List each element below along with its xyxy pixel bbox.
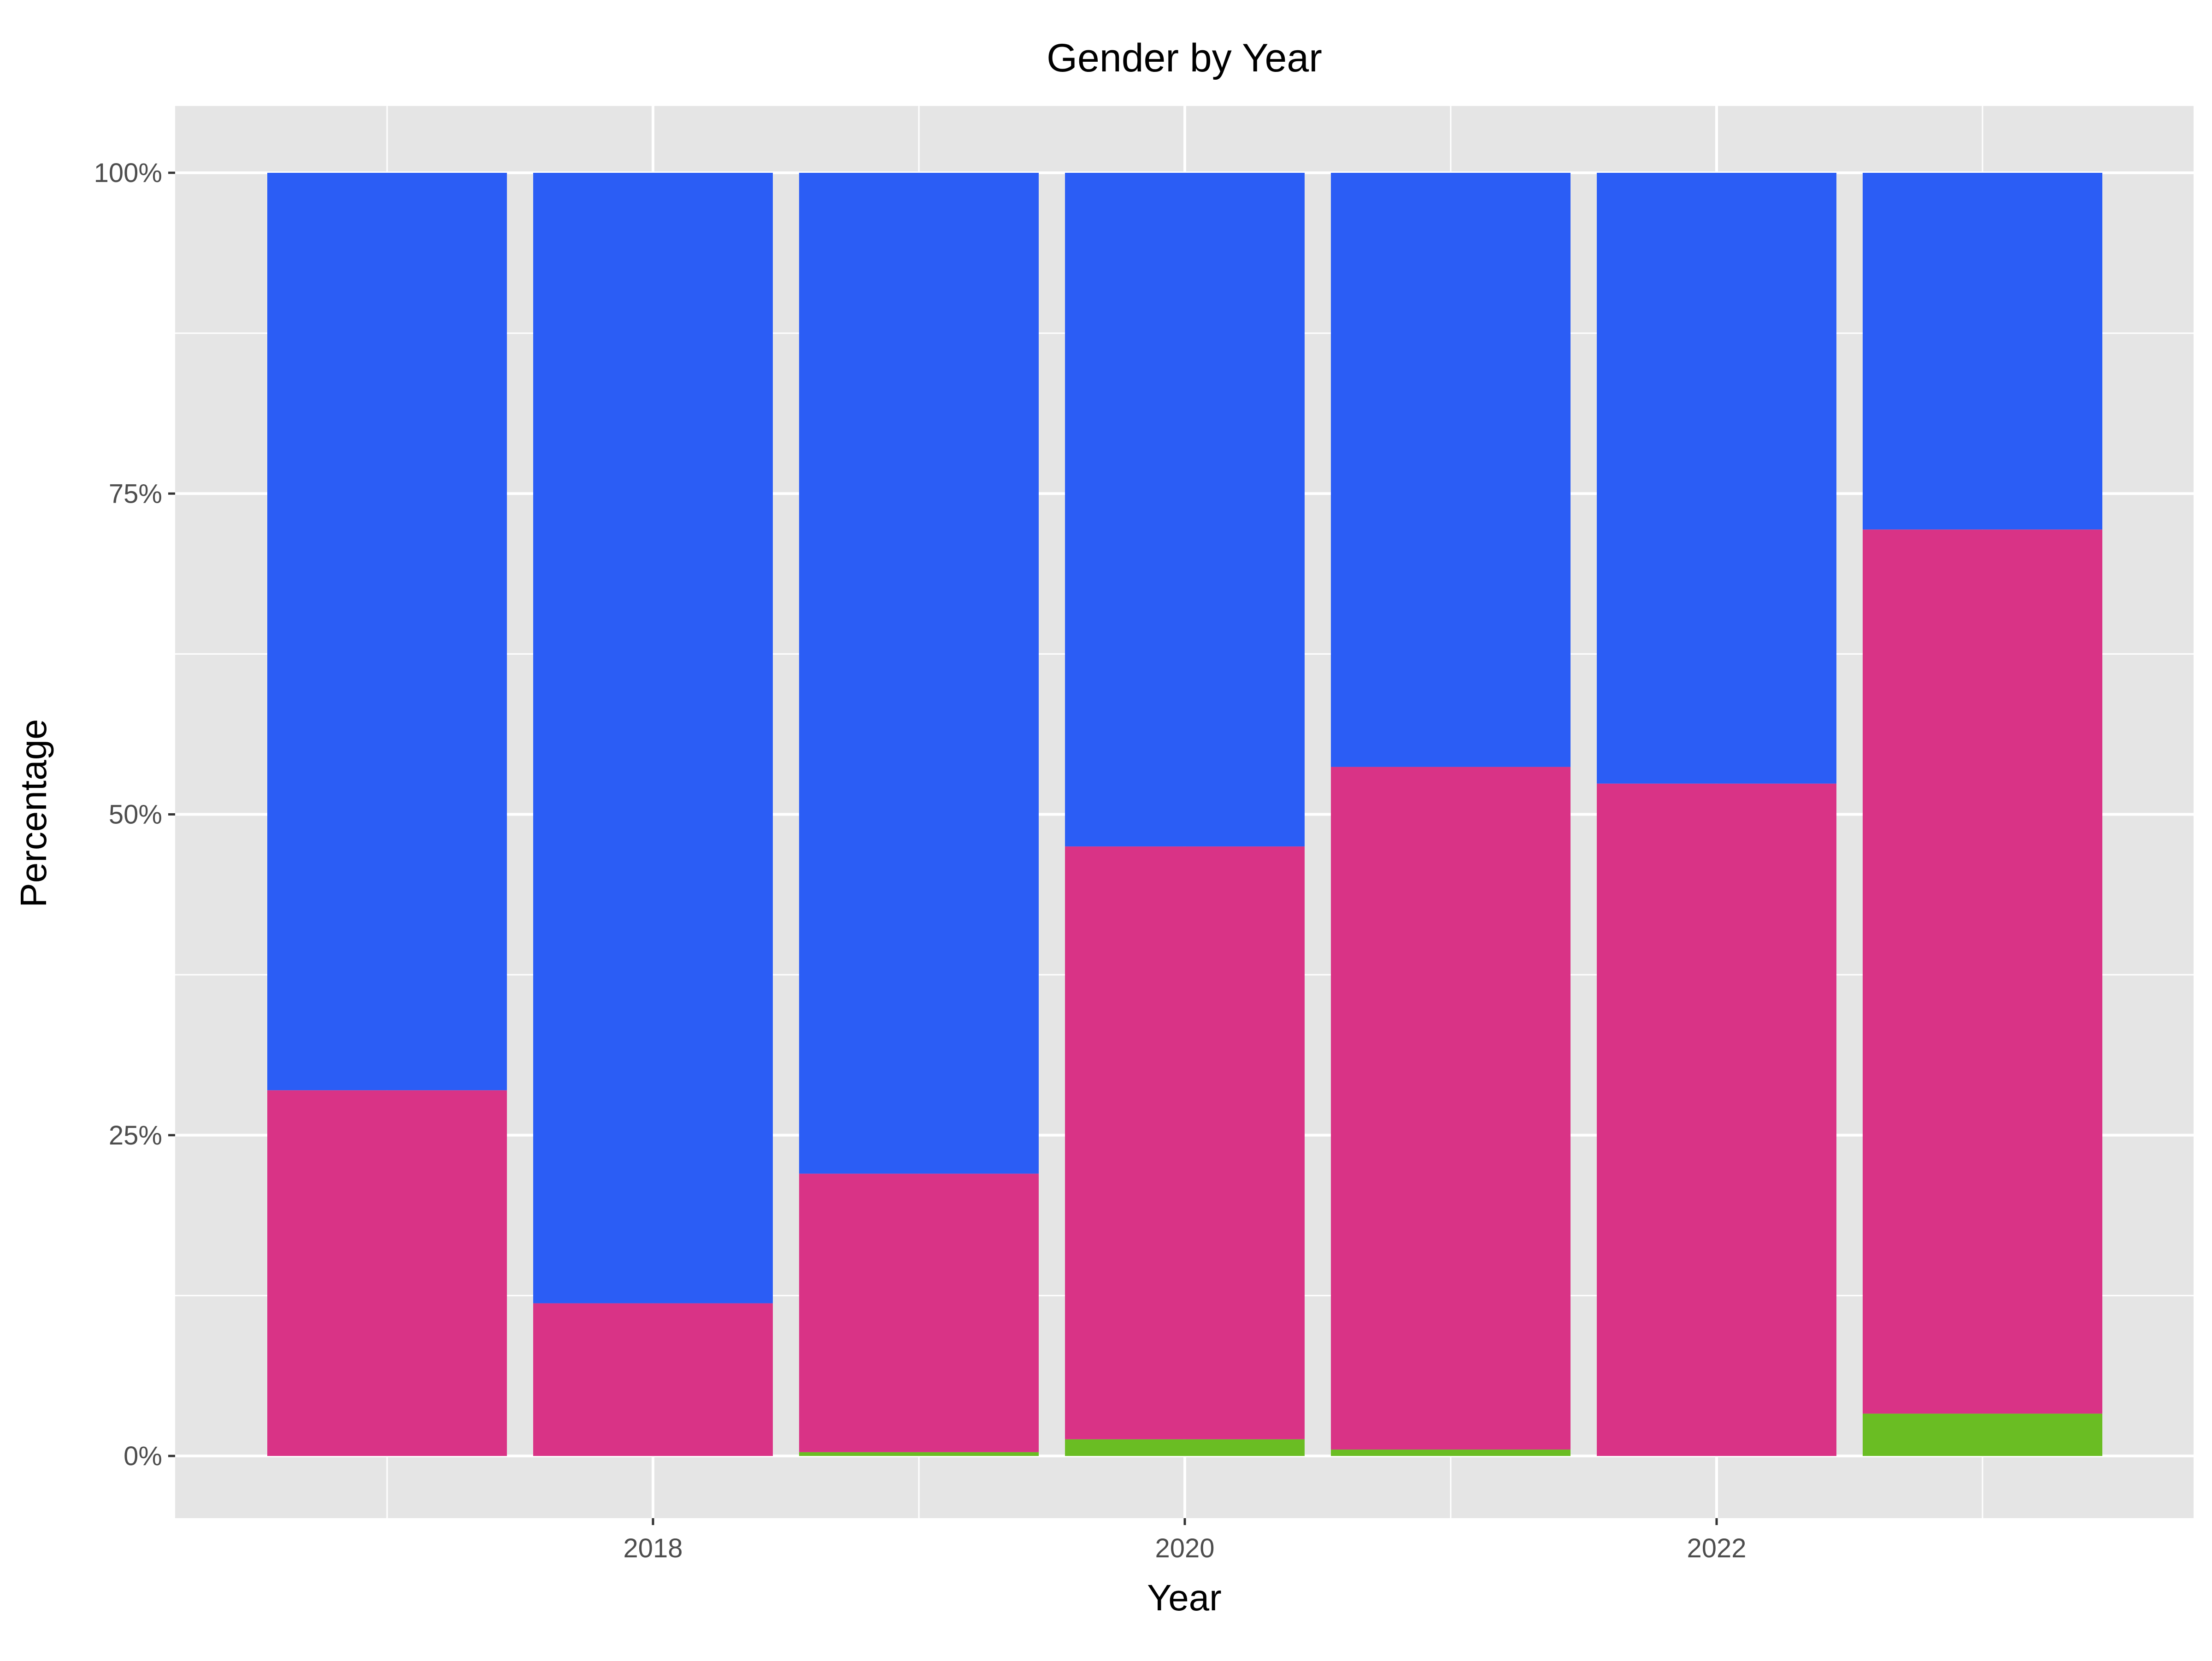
- bar-segment: [799, 1452, 1039, 1456]
- y-tick-label: 0%: [124, 1441, 162, 1471]
- bar-segment: [533, 1303, 773, 1456]
- bar-segment: [799, 173, 1039, 1174]
- y-tick-label: 25%: [109, 1121, 162, 1150]
- y-tick-label: 100%: [94, 158, 162, 188]
- bar-segment: [1331, 1450, 1571, 1456]
- y-axis-title: Percentage: [13, 719, 54, 907]
- bar-segment: [1863, 1414, 2102, 1456]
- bar-segment: [1331, 767, 1571, 1450]
- bar-segment: [1597, 783, 1836, 1456]
- bar-segment: [1331, 173, 1571, 767]
- chart-title: Gender by Year: [1047, 36, 1322, 80]
- x-tick-label: 2020: [1155, 1533, 1214, 1563]
- y-tick-label: 75%: [109, 479, 162, 509]
- bar-segment: [799, 1174, 1039, 1452]
- bar-segment: [1065, 846, 1305, 1439]
- x-tick-label: 2022: [1687, 1533, 1746, 1563]
- bar-segment: [533, 173, 773, 1303]
- bars: [267, 173, 2102, 1456]
- bar-segment: [1065, 1439, 1305, 1456]
- x-tick-label: 2018: [623, 1533, 682, 1563]
- bar-segment: [267, 1090, 507, 1456]
- bar-segment: [1863, 173, 2102, 530]
- bar-segment: [267, 173, 507, 1091]
- bar-segment: [1065, 173, 1305, 847]
- bar-segment: [1863, 529, 2102, 1414]
- bar-segment: [1597, 173, 1836, 784]
- x-axis-title: Year: [1147, 1577, 1222, 1618]
- axes: 0% 25% 50% 75% 100% 2018 2020 2022: [94, 158, 1747, 1563]
- y-tick-label: 50%: [109, 800, 162, 830]
